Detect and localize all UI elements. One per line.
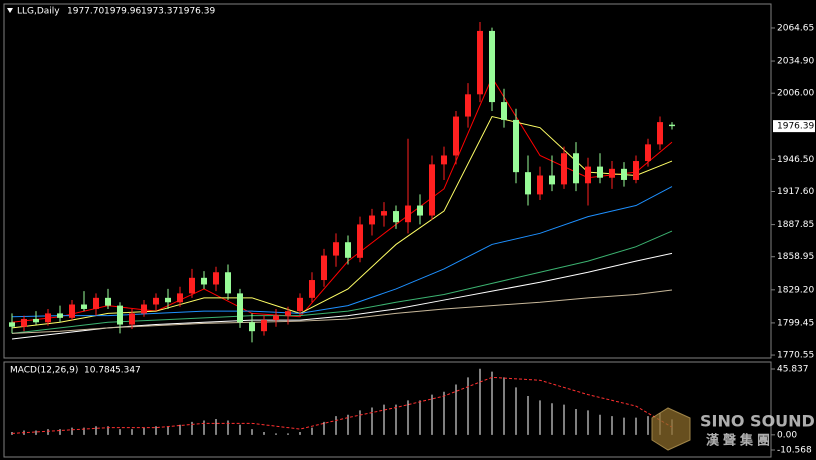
collapse-arrow: [7, 8, 13, 13]
candle-body: [93, 297, 99, 309]
macd-panel: [3, 361, 772, 458]
candle-body: [333, 242, 339, 256]
candle-body: [153, 297, 159, 305]
low: 1973.37: [141, 7, 178, 17]
candle-body: [225, 272, 231, 294]
y-tick-label: 45.837: [777, 365, 809, 375]
y-tick-label: 2064.65: [777, 23, 814, 33]
candle-body: [249, 322, 255, 332]
candle-body: [81, 304, 87, 309]
candle-body: [597, 166, 603, 178]
candle-body: [309, 280, 315, 298]
candle-body: [297, 297, 303, 312]
y-tick-label: 1799.45: [777, 318, 814, 328]
candle-body: [189, 277, 195, 294]
y-tick-label: 1858.95: [777, 252, 814, 262]
candle-body: [261, 320, 267, 332]
y-tick-label: 0.00: [777, 430, 797, 440]
candle-body: [117, 305, 123, 325]
candle-body: [609, 168, 615, 178]
candle-body: [177, 293, 183, 303]
candle-body: [489, 30, 495, 103]
candle-body: [585, 166, 591, 184]
candle-body: [561, 153, 567, 185]
last-price: 1976.39: [777, 122, 814, 132]
candle-body: [141, 304, 147, 314]
open: 1977.70: [67, 7, 104, 17]
signal-value: 5.347: [115, 366, 141, 376]
candle-body: [9, 322, 15, 327]
candle-body: [429, 164, 435, 216]
candle-body: [525, 172, 531, 195]
indicator-line: [11, 252, 673, 340]
y-tick-label: 1829.20: [777, 285, 814, 295]
indicator-line: [11, 115, 673, 329]
candle-body: [33, 318, 39, 323]
brand-chinese: 漢聲集團: [706, 433, 774, 449]
candle-body: [69, 304, 75, 318]
high: 1979.96: [104, 7, 141, 17]
y-tick-label: 2006.00: [777, 89, 814, 99]
macd-value: 10.784: [84, 366, 116, 376]
candle-body: [345, 242, 351, 258]
candle-body: [105, 297, 111, 306]
candle-body: [357, 224, 363, 258]
macd-label: MACD(12,26,9): [10, 366, 78, 376]
candle-body: [441, 155, 447, 165]
candle-body: [237, 293, 243, 323]
brand: SINO SOUND: [700, 412, 815, 431]
candle-body: [549, 175, 555, 185]
watermark: SINO SOUND 漢聲集團: [651, 407, 815, 451]
candle-body: [477, 30, 483, 95]
candle-body: [645, 144, 651, 162]
candle-body: [213, 272, 219, 285]
candle-body: [621, 168, 627, 180]
candle-body: [537, 175, 543, 195]
logo: [651, 407, 691, 451]
y-tick-label: 1917.60: [777, 187, 814, 197]
y-tick-label: 1770.55: [777, 351, 814, 361]
candle-body: [369, 215, 375, 225]
close: 1976.39: [178, 7, 215, 17]
candle-body: [657, 122, 663, 145]
candle-body: [285, 311, 291, 316]
candle-body: [57, 313, 63, 318]
candle-body: [45, 313, 51, 323]
candle-body: [129, 313, 135, 325]
candle-body: [453, 116, 459, 156]
candle-body: [501, 102, 507, 120]
candle-body: [165, 297, 171, 303]
price-box: [773, 120, 815, 133]
candle-body: [321, 255, 327, 281]
y-tick-label: 1887.85: [777, 220, 814, 230]
candle-body: [393, 211, 399, 223]
candle-body: [573, 153, 579, 184]
y-tick-label: 1946.50: [777, 155, 814, 165]
candle-body: [417, 205, 423, 216]
price-panel: [3, 3, 772, 359]
y-tick-label: 2034.90: [777, 57, 814, 67]
indicator-line: [11, 289, 673, 334]
candle-body: [21, 318, 27, 327]
symbol: LLG,Daily: [17, 7, 60, 17]
candle-body: [465, 94, 471, 117]
candle-body: [513, 119, 519, 173]
candle-body: [273, 315, 279, 321]
candle-body: [633, 161, 639, 180]
candle-body: [669, 124, 675, 127]
indicator-line: [11, 230, 673, 334]
indicator-line: [11, 186, 673, 318]
candle-body: [405, 205, 411, 223]
candle-body: [201, 277, 207, 285]
candle-body: [381, 211, 387, 216]
y-tick-label: -10.568: [777, 446, 812, 456]
indicator-line: [11, 376, 673, 434]
indicator-line: [11, 76, 673, 323]
